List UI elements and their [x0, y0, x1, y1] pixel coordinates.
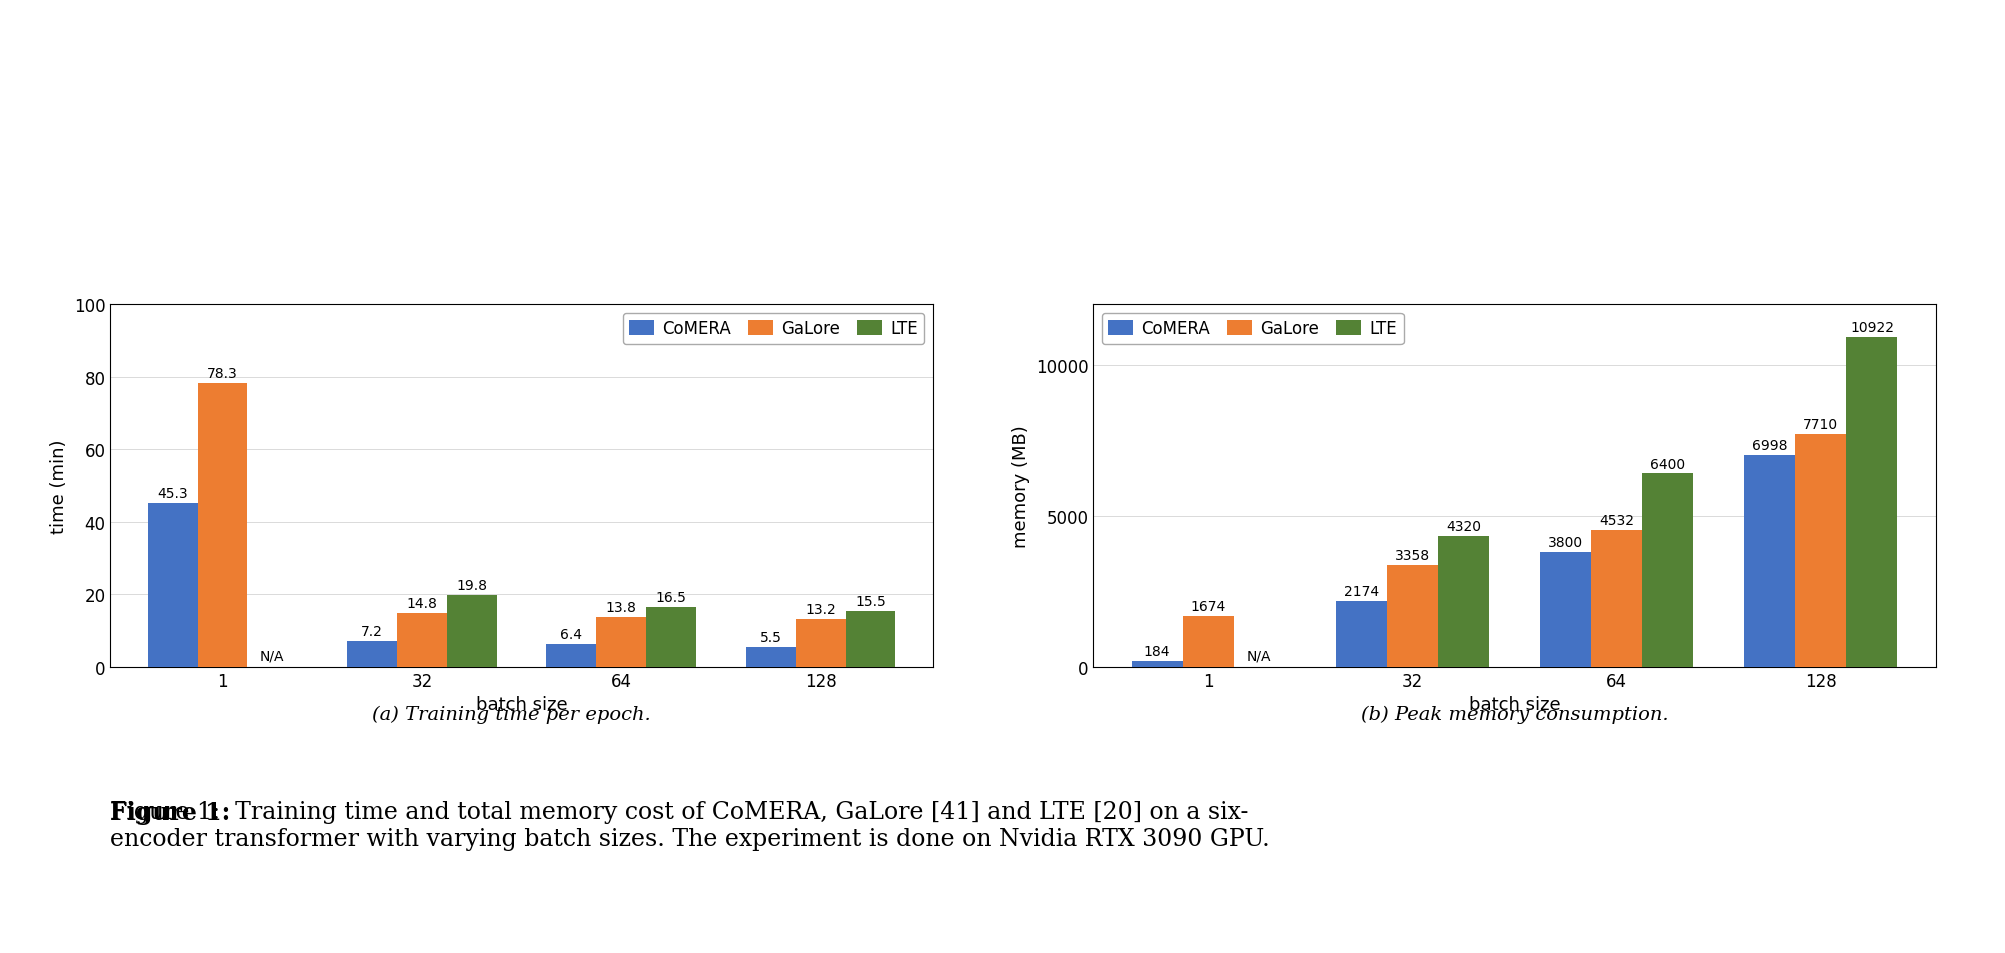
Text: 6998: 6998 [1750, 439, 1786, 453]
X-axis label: batch size: batch size [475, 696, 567, 714]
Bar [447, 596, 497, 667]
Text: 13.8: 13.8 [606, 600, 636, 615]
Text: N/A: N/A [261, 649, 285, 662]
Text: 45.3: 45.3 [156, 486, 188, 500]
Text: (b) Peak memory consumption.: (b) Peak memory consumption. [1359, 705, 1668, 723]
Text: 13.2: 13.2 [804, 602, 836, 617]
Bar [746, 647, 796, 667]
Text: 4532: 4532 [1598, 514, 1634, 527]
Bar [646, 607, 696, 667]
X-axis label: batch size: batch size [1468, 696, 1560, 714]
Bar [1385, 566, 1438, 667]
Text: 14.8: 14.8 [407, 597, 437, 611]
Bar [1642, 474, 1692, 667]
Text: (a) Training time per epoch.: (a) Training time per epoch. [373, 705, 650, 723]
Bar [1794, 435, 1845, 667]
Text: Figure 1:: Figure 1: [110, 801, 231, 824]
Bar [347, 641, 397, 667]
Bar [1131, 661, 1183, 667]
Text: 78.3: 78.3 [207, 367, 239, 380]
Text: 1674: 1674 [1189, 599, 1225, 614]
Text: 6400: 6400 [1650, 457, 1684, 471]
Bar [846, 611, 894, 667]
Y-axis label: memory (MB): memory (MB) [1013, 425, 1031, 547]
Text: 10922: 10922 [1849, 320, 1893, 335]
Text: 16.5: 16.5 [656, 591, 686, 604]
Text: 184: 184 [1143, 644, 1169, 659]
Text: N/A: N/A [1247, 649, 1271, 662]
Bar [397, 614, 447, 667]
Bar [1744, 456, 1794, 667]
Bar [1438, 537, 1488, 667]
Text: 6.4: 6.4 [559, 627, 581, 641]
Y-axis label: time (min): time (min) [50, 438, 68, 534]
Text: 19.8: 19.8 [455, 578, 487, 593]
Bar [1845, 337, 1897, 667]
Bar [796, 619, 846, 667]
Bar [148, 503, 196, 667]
Text: 15.5: 15.5 [854, 594, 886, 608]
Text: 2174: 2174 [1343, 584, 1377, 598]
Text: 5.5: 5.5 [760, 630, 782, 644]
Legend: CoMERA, GaLore, LTE: CoMERA, GaLore, LTE [1101, 314, 1404, 345]
Bar [1540, 553, 1590, 667]
Bar [1335, 601, 1385, 667]
Text: 7.2: 7.2 [361, 624, 383, 639]
Text: Figure 1:  Training time and total memory cost of CoMERA, GaLore [41] and LTE [2: Figure 1: Training time and total memory… [110, 801, 1269, 850]
Bar [595, 618, 646, 667]
Bar [1183, 617, 1233, 667]
Text: 3800: 3800 [1548, 536, 1582, 550]
Text: 7710: 7710 [1802, 417, 1837, 432]
Bar [1590, 530, 1642, 667]
Bar [545, 644, 595, 667]
Legend: CoMERA, GaLore, LTE: CoMERA, GaLore, LTE [622, 314, 924, 345]
Text: 4320: 4320 [1446, 519, 1480, 534]
Text: 3358: 3358 [1393, 549, 1430, 563]
Bar [196, 383, 247, 667]
